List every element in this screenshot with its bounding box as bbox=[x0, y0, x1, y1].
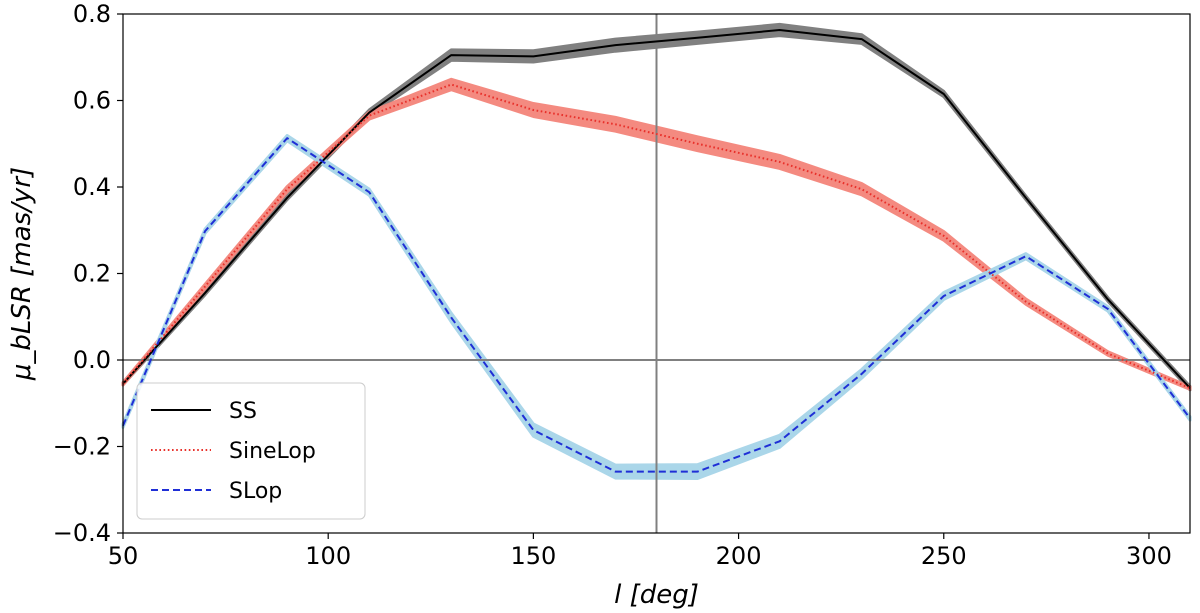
y-tick-label: 0.8 bbox=[73, 0, 111, 28]
y-tick-label: 0.4 bbox=[73, 173, 111, 201]
legend-label-sinelop: SineLop bbox=[229, 439, 316, 464]
series-lines bbox=[122, 29, 1191, 473]
y-tick-label: 0.2 bbox=[73, 260, 111, 288]
legend: SS SineLop SLop bbox=[136, 382, 366, 520]
y-tick-label: −0.4 bbox=[53, 519, 111, 547]
x-axis-ticks: 50 100 150 200 250 300 bbox=[108, 533, 1172, 570]
x-tick-label: 300 bbox=[1126, 542, 1172, 570]
line-ss bbox=[122, 29, 1191, 389]
x-tick-label: 250 bbox=[921, 542, 967, 570]
x-axis-label: l [deg] bbox=[614, 580, 699, 610]
y-axis-ticks: −0.4 −0.2 0.0 0.2 0.4 0.6 0.8 bbox=[53, 0, 123, 547]
y-tick-label: 0.6 bbox=[73, 87, 111, 115]
legend-box bbox=[136, 382, 366, 520]
x-tick-label: 50 bbox=[108, 542, 139, 570]
legend-label-slop: SLop bbox=[229, 479, 282, 504]
x-tick-label: 100 bbox=[305, 542, 351, 570]
y-tick-label: −0.2 bbox=[53, 433, 111, 461]
x-tick-label: 150 bbox=[510, 542, 556, 570]
line-sinelop bbox=[122, 83, 1191, 390]
x-tick-label: 200 bbox=[716, 542, 762, 570]
reference-lines bbox=[123, 14, 1190, 533]
legend-label-ss: SS bbox=[229, 399, 257, 424]
y-axis-label: μ_bLSR [mas/yr] bbox=[7, 167, 37, 381]
y-tick-label: 0.0 bbox=[73, 346, 111, 374]
line-slop bbox=[122, 137, 1191, 473]
